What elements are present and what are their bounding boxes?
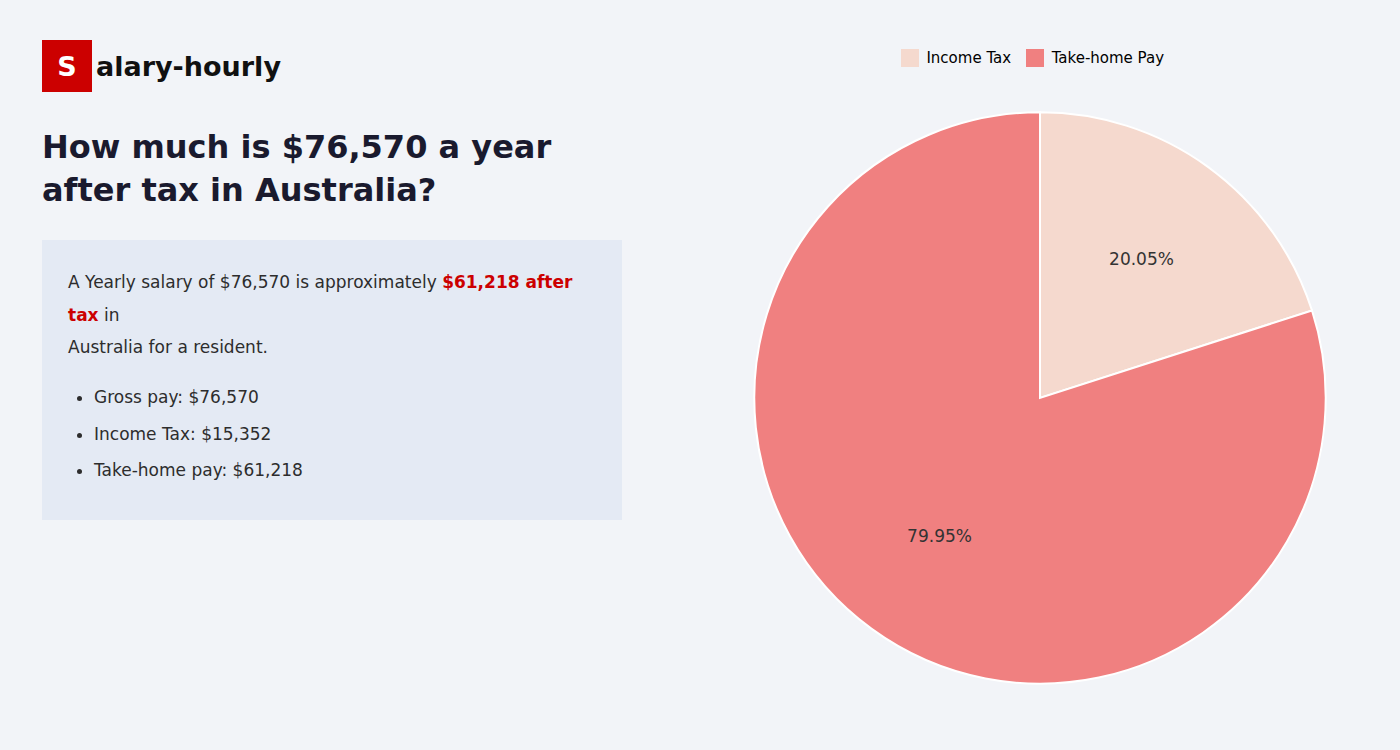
html-text:Income Tax: $15,352: Income Tax: $15,352 — [94, 423, 272, 444]
html-text:Gross pay: $76,570: Gross pay: $76,570 — [94, 387, 259, 408]
html-text:Income Tax: Income Tax — [926, 49, 1012, 68]
html-text:alary-hourly: alary-hourly — [96, 50, 281, 82]
html-text:Australia for a resident.: Australia for a resident. — [68, 337, 268, 357]
svg-text:20.05%: 20.05% — [1109, 250, 1174, 270]
html-text:S: S — [57, 50, 77, 82]
html-text:A Yearly salary of $76,570 is: A Yearly salary of $76,570 is approximat… — [68, 272, 579, 325]
html-text:Take-home pay: $61,218: Take-home pay: $61,218 — [94, 459, 303, 480]
svg-text:79.95%: 79.95% — [907, 527, 972, 547]
html-text:How much is $76,570 a year aft: How much is $76,570 a year after tax in … — [42, 128, 552, 210]
html-text:Take-home Pay: Take-home Pay — [1051, 49, 1165, 68]
